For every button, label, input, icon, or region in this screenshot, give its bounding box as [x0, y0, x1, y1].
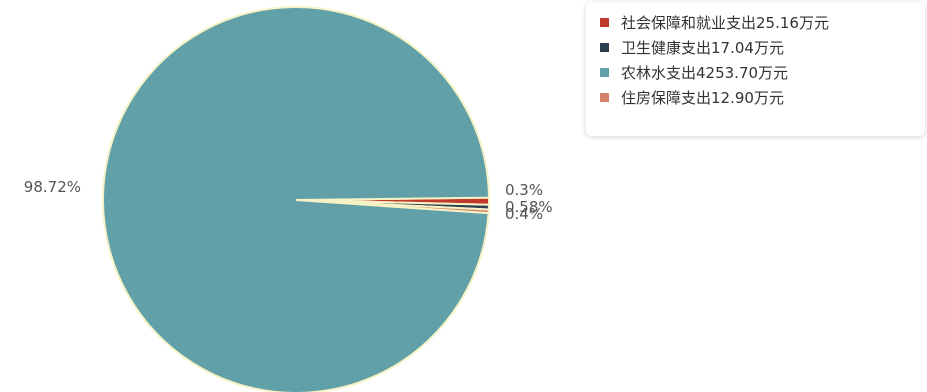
legend-label-housing: 住房保障支出12.90万元 [621, 89, 784, 107]
legend-item-social-security[interactable]: 社会保障和就业支出25.16万元 [600, 10, 925, 35]
pie-labels: 0.58%0.4% 0.3% 98.72% [24, 178, 553, 223]
legend-item-agriculture[interactable]: 农林水支出4253.70万元 [600, 60, 925, 85]
slice-percent-label: 0.4% [505, 205, 543, 223]
pie-slice[interactable] [102, 6, 491, 392]
slice-percent-label: 98.72% [24, 178, 81, 196]
legend-swatch-social-security [600, 18, 609, 27]
legend-label-social-security: 社会保障和就业支出25.16万元 [621, 14, 829, 32]
legend-swatch-health [600, 43, 609, 52]
slice-percent-label: 0.58% [505, 198, 553, 216]
legend-item-health[interactable]: 卫生健康支出17.04万元 [600, 35, 925, 60]
legend-swatch-housing [600, 93, 609, 102]
pie-slices [102, 6, 491, 392]
legend-swatch-agriculture [600, 68, 609, 77]
slice-percent-label: 0.3% [505, 181, 543, 199]
legend-label-agriculture: 农林水支出4253.70万元 [621, 64, 789, 82]
legend-item-housing[interactable]: 住房保障支出12.90万元 [600, 85, 925, 110]
legend-label-health: 卫生健康支出17.04万元 [621, 39, 784, 57]
chart-legend: 社会保障和就业支出25.16万元 卫生健康支出17.04万元 农林水支出4253… [586, 2, 925, 136]
